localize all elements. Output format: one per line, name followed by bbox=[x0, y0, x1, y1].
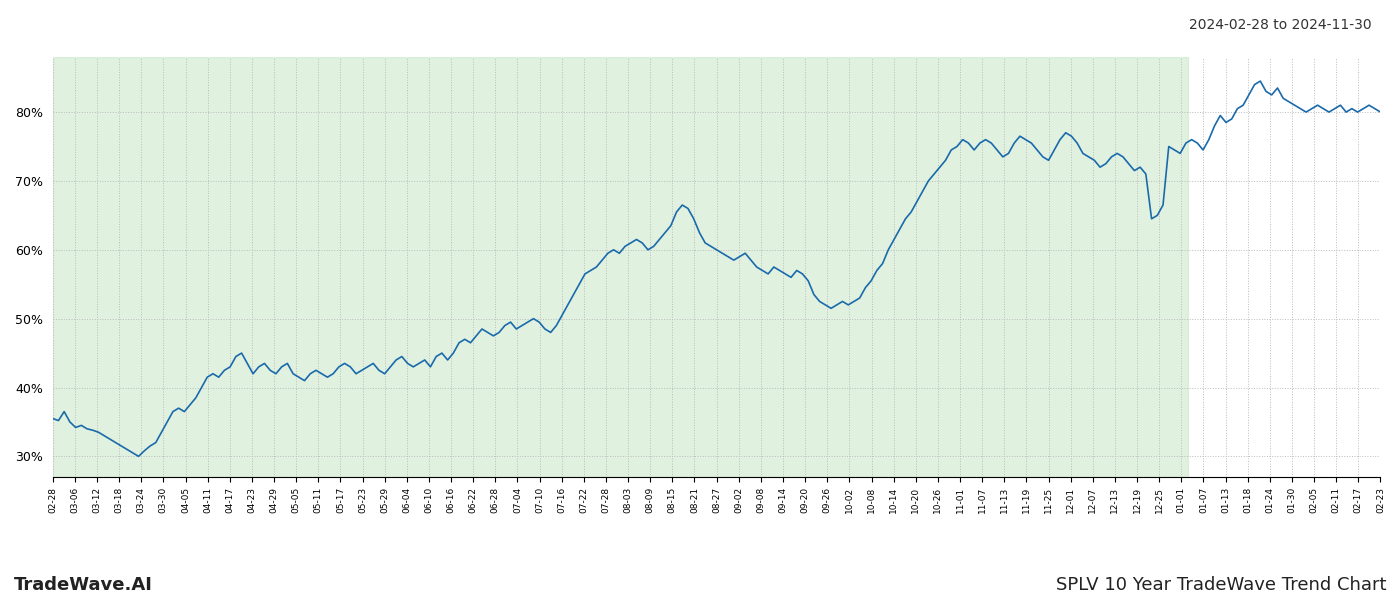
Bar bbox=[53, 57, 1189, 477]
Text: 2024-02-28 to 2024-11-30: 2024-02-28 to 2024-11-30 bbox=[1190, 18, 1372, 32]
Text: SPLV 10 Year TradeWave Trend Chart: SPLV 10 Year TradeWave Trend Chart bbox=[1056, 576, 1386, 594]
Text: TradeWave.AI: TradeWave.AI bbox=[14, 576, 153, 594]
